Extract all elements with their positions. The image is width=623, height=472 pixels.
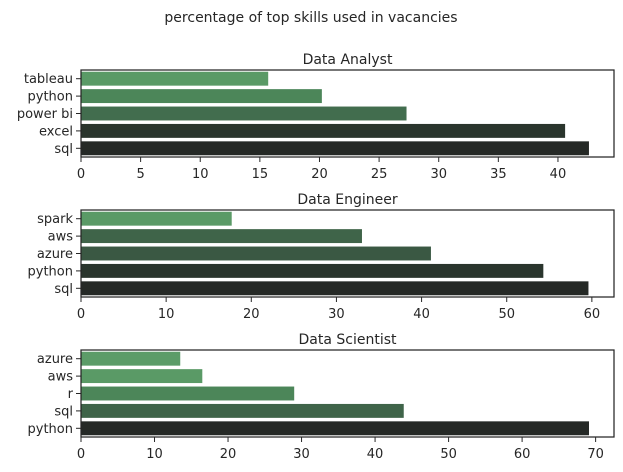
x-tick-label: 0 bbox=[77, 167, 85, 182]
x-tick-label: 35 bbox=[490, 167, 507, 182]
bar-power-bi bbox=[81, 106, 407, 121]
x-tick-label: 20 bbox=[220, 447, 237, 462]
x-tick-label: 10 bbox=[192, 167, 209, 182]
bar-python bbox=[81, 263, 544, 278]
y-tick-label: excel bbox=[39, 124, 73, 139]
panel-data-analyst: Data Analyst sql excel power bi python tablea… bbox=[17, 52, 615, 182]
x-tick-label: 20 bbox=[311, 167, 328, 182]
y-tick-label: python bbox=[28, 422, 73, 437]
bar-azure bbox=[81, 351, 181, 366]
axes-frame bbox=[80, 209, 615, 298]
bar-sql bbox=[81, 141, 589, 156]
y-tick-label: aws bbox=[48, 370, 74, 385]
x-tick-label: 30 bbox=[293, 447, 310, 462]
bar-sql bbox=[81, 403, 404, 418]
axes-frame bbox=[80, 69, 615, 158]
x-tick-label: 0 bbox=[77, 307, 85, 322]
bar-sql bbox=[81, 281, 589, 296]
y-tick-label: power bi bbox=[17, 107, 73, 122]
x-tick-label: 10 bbox=[146, 447, 163, 462]
x-tick-label: 40 bbox=[413, 307, 430, 322]
y-tick-label: sql bbox=[54, 404, 73, 419]
x-tick-label: 50 bbox=[440, 447, 457, 462]
y-tick-label: python bbox=[28, 264, 73, 279]
panel-title: Data Scientist bbox=[299, 332, 398, 348]
x-tick-label: 60 bbox=[584, 307, 601, 322]
y-tick-label: sql bbox=[54, 282, 73, 297]
bar-r bbox=[81, 386, 295, 401]
x-tick-label: 10 bbox=[158, 307, 175, 322]
x-tick-label: 0 bbox=[77, 447, 85, 462]
panel-title: Data Engineer bbox=[297, 192, 397, 208]
y-tick-label: tableau bbox=[24, 72, 73, 87]
x-tick-label: 5 bbox=[136, 167, 144, 182]
panel-data-scientist: Data Scientist python sql r aws azure 0 10 20 30 4… bbox=[28, 332, 615, 462]
bar-spark bbox=[81, 211, 232, 226]
panel-title: Data Analyst bbox=[303, 52, 393, 68]
axes-frame bbox=[80, 349, 615, 438]
x-tick-label: 60 bbox=[514, 447, 531, 462]
y-tick-label: python bbox=[28, 90, 73, 105]
panel-data-engineer: Data Engineer sql python azure aws spark 0 10 20… bbox=[28, 192, 615, 322]
chart-panels: Data Analyst sql excel power bi python tablea… bbox=[17, 52, 615, 462]
bar-aws bbox=[81, 369, 203, 384]
x-tick-label: 40 bbox=[550, 167, 567, 182]
y-tick-label: azure bbox=[37, 247, 73, 262]
figure-title: percentage of top skills used in vacanci… bbox=[164, 10, 457, 26]
bar-aws bbox=[81, 229, 362, 244]
y-tick-label: azure bbox=[37, 352, 73, 367]
x-tick-label: 70 bbox=[587, 447, 604, 462]
bar-python bbox=[81, 89, 322, 104]
y-tick-label: sql bbox=[54, 142, 73, 157]
x-tick-label: 20 bbox=[243, 307, 260, 322]
bar-tableau bbox=[81, 71, 269, 86]
x-tick-label: 40 bbox=[367, 447, 384, 462]
x-tick-label: 15 bbox=[252, 167, 269, 182]
y-tick-label: spark bbox=[37, 212, 73, 227]
x-tick-label: 30 bbox=[328, 307, 345, 322]
bar-python bbox=[81, 421, 590, 436]
y-tick-label: aws bbox=[48, 230, 74, 245]
bar-azure bbox=[81, 246, 431, 261]
y-tick-label: r bbox=[68, 387, 74, 402]
x-tick-label: 50 bbox=[498, 307, 515, 322]
x-tick-label: 25 bbox=[371, 167, 388, 182]
x-tick-label: 30 bbox=[430, 167, 447, 182]
bar-excel bbox=[81, 123, 566, 138]
